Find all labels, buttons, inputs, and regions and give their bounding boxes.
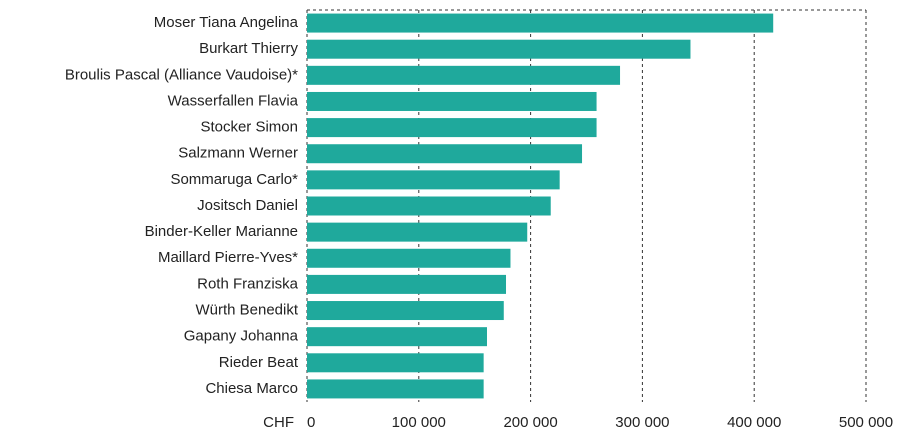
bar xyxy=(307,144,583,164)
y-tick-label: Binder-Keller Marianne xyxy=(145,223,298,240)
x-tick-label: 300 000 xyxy=(615,414,669,431)
y-tick-label: Burkart Thierry xyxy=(199,40,298,57)
bar xyxy=(307,327,487,347)
y-tick-label: Stocker Simon xyxy=(200,119,298,136)
y-tick-label: Wasserfallen Flavia xyxy=(168,92,299,109)
x-axis-label: CHF xyxy=(263,414,294,431)
y-tick-label: Broulis Pascal (Alliance Vaudoise)* xyxy=(65,66,298,83)
y-tick-label: Salzmann Werner xyxy=(178,145,298,162)
bar xyxy=(307,13,774,33)
x-tick-label: 100 000 xyxy=(392,414,446,431)
bar xyxy=(307,353,484,373)
bar xyxy=(307,248,511,268)
y-tick-label: Moser Tiana Angelina xyxy=(154,14,299,31)
bar xyxy=(307,379,484,399)
y-tick-label: Chiesa Marco xyxy=(205,380,298,397)
bar xyxy=(307,91,597,111)
y-tick-label: Maillard Pierre-Yves* xyxy=(158,249,298,266)
bar xyxy=(307,274,507,294)
x-tick-label: 200 000 xyxy=(503,414,557,431)
x-tick-label: 400 000 xyxy=(727,414,781,431)
x-tick-label: 500 000 xyxy=(839,414,893,431)
bar xyxy=(307,65,621,85)
bar xyxy=(307,170,560,190)
y-tick-label: Gapany Johanna xyxy=(184,328,299,345)
x-tick-label: 0 xyxy=(307,414,315,431)
bar xyxy=(307,196,551,216)
bar xyxy=(307,39,691,59)
bar xyxy=(307,222,528,242)
bar xyxy=(307,118,597,138)
y-tick-label: Würth Benedikt xyxy=(195,302,298,319)
y-tick-label: Jositsch Daniel xyxy=(197,197,298,214)
y-tick-label: Roth Franziska xyxy=(197,275,299,292)
bar xyxy=(307,301,504,321)
y-tick-label: Sommaruga Carlo* xyxy=(170,171,298,188)
y-tick-label: Rieder Beat xyxy=(219,354,299,371)
